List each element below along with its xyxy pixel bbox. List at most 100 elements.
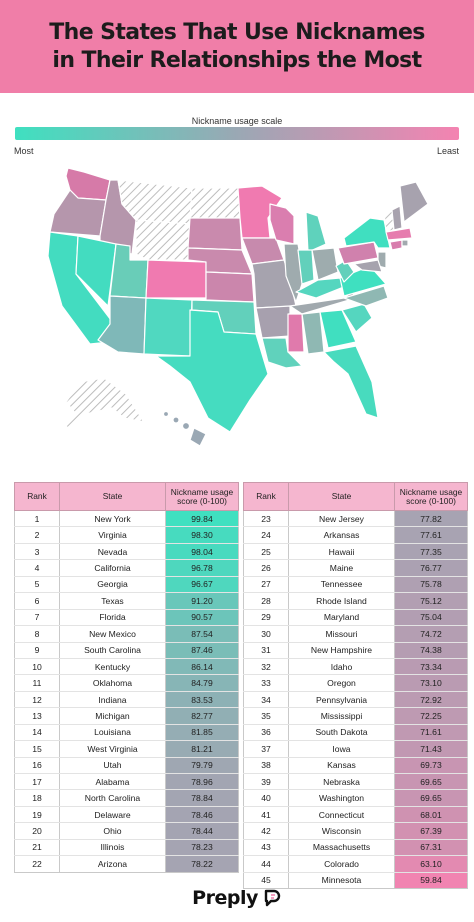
state-cell: Massachusetts xyxy=(288,839,395,857)
title-banner: The States That Use Nicknames in Their R… xyxy=(0,0,474,93)
state-colorado xyxy=(145,259,207,299)
score-cell: 78.44 xyxy=(165,822,239,840)
table-row: 31 New Hampshire 74.38 xyxy=(243,642,468,659)
state-cell: Kansas xyxy=(288,757,395,775)
state-cell: New Hampshire xyxy=(288,642,395,659)
state-cell: Washington xyxy=(288,789,395,807)
rank-cell: 10 xyxy=(14,658,60,676)
brand-name: Preply xyxy=(192,887,258,909)
score-cell: 63.10 xyxy=(394,855,468,873)
rank-cell: 26 xyxy=(243,559,289,577)
state-cell: West Virginia xyxy=(59,740,166,758)
state-cell: Mississippi xyxy=(288,707,395,725)
state-cell: Nebraska xyxy=(288,773,395,791)
scale-least-label: Least xyxy=(436,146,459,156)
state-indiana xyxy=(297,249,315,285)
column-header-state: State xyxy=(59,482,166,511)
score-cell: 96.67 xyxy=(165,576,239,594)
rank-cell: 16 xyxy=(14,757,60,775)
table-row: 9 South Carolina 87.46 xyxy=(14,642,239,659)
table-row: 12 Indiana 83.53 xyxy=(14,691,239,709)
score-cell: 67.39 xyxy=(394,822,468,840)
state-cell: Nevada xyxy=(59,543,166,561)
rank-cell: 43 xyxy=(243,839,289,857)
state-cell: Indiana xyxy=(59,691,166,709)
state-cell: Illinois xyxy=(59,839,166,857)
rank-cell: 41 xyxy=(243,806,289,824)
score-cell: 69.65 xyxy=(394,773,468,791)
table-row: 2 Virginia 98.30 xyxy=(14,526,239,544)
state-new-york xyxy=(343,217,391,249)
state-cell: Michigan xyxy=(59,707,166,725)
rank-cell: 3 xyxy=(14,543,60,561)
state-cell: Arkansas xyxy=(288,526,395,544)
page-title-line-2: in Their Relationships the Most xyxy=(52,47,422,73)
rank-cell: 12 xyxy=(14,691,60,709)
rank-cell: 6 xyxy=(14,592,60,610)
score-cell: 98.04 xyxy=(165,543,239,561)
rank-cell: 27 xyxy=(243,576,289,594)
table-row: 26 Maine 76.77 xyxy=(243,559,468,577)
table-row: 7 Florida 90.57 xyxy=(14,609,239,627)
rank-cell: 17 xyxy=(14,773,60,791)
state-new-mexico xyxy=(143,297,193,357)
rank-cell: 7 xyxy=(14,609,60,627)
score-cell: 87.46 xyxy=(165,642,239,659)
state-cell: South Dakota xyxy=(288,724,395,742)
state-cell: Connecticut xyxy=(288,806,395,824)
state-cell: Georgia xyxy=(59,576,166,594)
column-header-score: Nickname usage score (0-100) xyxy=(394,482,468,511)
score-cell: 77.61 xyxy=(394,526,468,544)
state-louisiana xyxy=(261,337,303,369)
state-florida xyxy=(323,345,379,419)
rank-cell: 8 xyxy=(14,625,60,643)
state-cell: New Mexico xyxy=(59,625,166,643)
scale-title: Nickname usage scale xyxy=(191,116,283,126)
ranking-table-right: Rank State Nickname usage score (0-100) … xyxy=(243,482,468,890)
rank-cell: 21 xyxy=(14,839,60,857)
preply-logo-icon xyxy=(264,889,280,907)
state-alaska xyxy=(63,377,145,431)
table-row: 21 Illinois 78.23 xyxy=(14,839,239,857)
score-cell: 78.22 xyxy=(165,855,239,873)
state-cell: Virginia xyxy=(59,526,166,544)
state-cell: Colorado xyxy=(288,855,395,873)
state-south-carolina xyxy=(341,303,373,333)
score-cell: 75.04 xyxy=(394,609,468,627)
rank-cell: 5 xyxy=(14,576,60,594)
state-cell: Oregon xyxy=(288,674,395,692)
ranking-table-left: Rank State Nickname usage score (0-100) … xyxy=(14,482,239,873)
state-cell: New Jersey xyxy=(288,510,395,528)
score-cell: 74.72 xyxy=(394,625,468,643)
rank-cell: 2 xyxy=(14,526,60,544)
column-header-score: Nickname usage score (0-100) xyxy=(165,482,239,511)
us-map xyxy=(47,167,429,447)
table-row: 29 Maryland 75.04 xyxy=(243,609,468,627)
table-row: 1 New York 99.84 xyxy=(14,510,239,528)
score-cell: 72.92 xyxy=(394,691,468,709)
table-row: 35 Mississippi 72.25 xyxy=(243,707,468,725)
table-row: 17 Alabama 78.96 xyxy=(14,773,239,791)
score-cell: 84.79 xyxy=(165,674,239,692)
state-cell: Pennsylvania xyxy=(288,691,395,709)
table-row: 39 Nebraska 69.65 xyxy=(243,773,468,791)
rank-cell: 28 xyxy=(243,592,289,610)
score-cell: 68.01 xyxy=(394,806,468,824)
score-cell: 78.84 xyxy=(165,789,239,807)
state-cell: Alabama xyxy=(59,773,166,791)
rank-cell: 37 xyxy=(243,740,289,758)
rank-cell: 29 xyxy=(243,609,289,627)
state-kansas xyxy=(205,271,255,303)
table-row: 27 Tennessee 75.78 xyxy=(243,576,468,594)
state-mississippi xyxy=(287,313,305,353)
state-cell: Maine xyxy=(288,559,395,577)
state-cell: Rhode Island xyxy=(288,592,395,610)
rank-cell: 40 xyxy=(243,789,289,807)
state-cell: Kentucky xyxy=(59,658,166,676)
state-cell: South Carolina xyxy=(59,642,166,659)
rank-cell: 31 xyxy=(243,642,289,659)
state-cell: Iowa xyxy=(288,740,395,758)
table-row: 14 Louisiana 81.85 xyxy=(14,724,239,742)
state-cell: California xyxy=(59,559,166,577)
table-row: 34 Pennsylvania 72.92 xyxy=(243,691,468,709)
